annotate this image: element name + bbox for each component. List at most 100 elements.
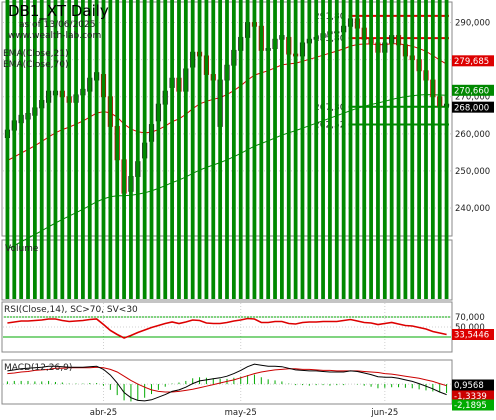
signal-value-tag: -1,3339 bbox=[454, 392, 487, 402]
volume-bar bbox=[348, 0, 353, 299]
ema70-value-tag: 270,660 bbox=[454, 86, 489, 96]
price-y-tick-label: 250,000 bbox=[455, 167, 490, 177]
volume-bar bbox=[218, 0, 223, 299]
volume-bar bbox=[129, 0, 133, 299]
volume-bar bbox=[39, 0, 44, 299]
histogram-value-tag: -2,1895 bbox=[454, 401, 487, 411]
macd-line bbox=[7, 363, 447, 402]
volume-bar bbox=[94, 0, 99, 299]
volume-bar bbox=[403, 0, 408, 299]
volume-bar bbox=[46, 0, 51, 299]
volume-bar bbox=[19, 0, 24, 299]
price-y-tick-label: 260,000 bbox=[455, 130, 490, 140]
volume-bar bbox=[410, 0, 415, 299]
source-url: www.wealth-lab.com bbox=[8, 31, 101, 41]
value-tags: 279,685270,660268,000190,80533,54460,956… bbox=[452, 55, 494, 411]
rsi-line bbox=[7, 317, 447, 339]
ema21-value-tag-bg bbox=[452, 55, 494, 67]
volume-bar bbox=[142, 0, 147, 299]
volume-bar bbox=[273, 0, 277, 299]
rsi-y-tick-label: 50,000 bbox=[455, 323, 485, 333]
rsi-value-tag-bg bbox=[452, 329, 494, 340]
macd-title: MACD(12,26,9) bbox=[4, 363, 72, 373]
volume-bar bbox=[163, 0, 168, 299]
macd-value-tag-bg bbox=[452, 379, 494, 391]
close-value-tag-bg bbox=[452, 101, 494, 113]
x-tick-label: jun-25 bbox=[370, 408, 398, 418]
volume-bar bbox=[300, 0, 305, 299]
volume-bar bbox=[280, 0, 284, 299]
volume-bar bbox=[376, 0, 380, 299]
rsi-title: RSI(Close,14), SC>70, SV<30 bbox=[4, 305, 138, 315]
volume-bar bbox=[314, 0, 319, 299]
volume-bar bbox=[444, 0, 449, 299]
volume-bar bbox=[245, 0, 250, 299]
volume-bar bbox=[341, 0, 346, 299]
volume-bar bbox=[183, 0, 188, 299]
signal-value-tag-bg bbox=[452, 390, 494, 402]
volume-bar bbox=[204, 0, 209, 299]
volume-bars bbox=[5, 0, 449, 299]
volume-bar bbox=[156, 0, 161, 299]
volume-bar bbox=[170, 0, 174, 299]
volume-bar bbox=[259, 0, 264, 299]
volume-bar bbox=[101, 0, 106, 299]
volume-bar bbox=[417, 0, 422, 299]
volume-title: Volume bbox=[5, 244, 39, 254]
volume-bar bbox=[252, 0, 257, 299]
volume-bar bbox=[430, 0, 435, 299]
volume-bar bbox=[362, 0, 367, 299]
macd-value-tag: 0,9568 bbox=[454, 381, 484, 391]
volume-bar bbox=[108, 0, 113, 299]
volume-bar bbox=[266, 0, 271, 299]
volume-bar bbox=[26, 0, 30, 299]
x-tick-label: may-25 bbox=[225, 408, 257, 418]
volume-bar bbox=[355, 0, 360, 299]
volume-bar bbox=[12, 0, 17, 299]
rsi-y-tick-label: 70,000 bbox=[455, 313, 485, 323]
volume-bar bbox=[396, 0, 401, 299]
rsi-panel bbox=[1, 301, 453, 353]
rsi-value-tag: 33,5446 bbox=[454, 331, 489, 341]
close-value-tag: 268,000 bbox=[454, 103, 489, 113]
volume-bar bbox=[115, 0, 120, 299]
volume-bar bbox=[135, 0, 140, 299]
volume-bar bbox=[293, 0, 298, 299]
price-y-tick-label: 290,000 bbox=[455, 19, 490, 29]
volume-bar bbox=[87, 0, 92, 299]
volume-bar bbox=[60, 0, 65, 299]
x-tick-label: abr-25 bbox=[90, 408, 117, 418]
macd-lines bbox=[6, 363, 448, 402]
volume-bar bbox=[238, 0, 243, 299]
volume-bar bbox=[321, 0, 325, 299]
histogram-value-tag-bg bbox=[452, 399, 494, 411]
volume-bar bbox=[437, 0, 442, 299]
volume-bar bbox=[369, 0, 373, 299]
volume-bar bbox=[231, 0, 236, 299]
chart-title: DB1_XT Daily bbox=[8, 2, 109, 21]
asof-date: as of 13/06/2025 bbox=[19, 20, 95, 30]
volume-bar bbox=[67, 0, 72, 299]
ema70-value-tag-bg bbox=[452, 84, 494, 96]
volume-bar bbox=[74, 0, 78, 299]
volume-bar bbox=[81, 0, 85, 299]
volume-bar bbox=[32, 0, 37, 299]
volume-bar bbox=[307, 0, 312, 299]
ema21-value-tag: 279,685 bbox=[454, 57, 489, 67]
volume-bar bbox=[190, 0, 195, 299]
volume-bar bbox=[177, 0, 181, 299]
volume-bar bbox=[424, 0, 428, 299]
volume-bar bbox=[334, 0, 339, 299]
volume-bar bbox=[122, 0, 126, 299]
volume-bar bbox=[382, 0, 387, 299]
volume-bar bbox=[5, 0, 10, 299]
price-y-tick-label: 270,000 bbox=[455, 93, 490, 103]
rsi-line bbox=[7, 317, 447, 339]
rsi-grid bbox=[3, 316, 451, 338]
volume-bar bbox=[225, 0, 229, 299]
volume-bar bbox=[328, 0, 332, 299]
price-y-tick-label: 240,000 bbox=[455, 204, 490, 214]
volume-bar bbox=[389, 0, 394, 299]
volume-bar bbox=[211, 0, 216, 299]
